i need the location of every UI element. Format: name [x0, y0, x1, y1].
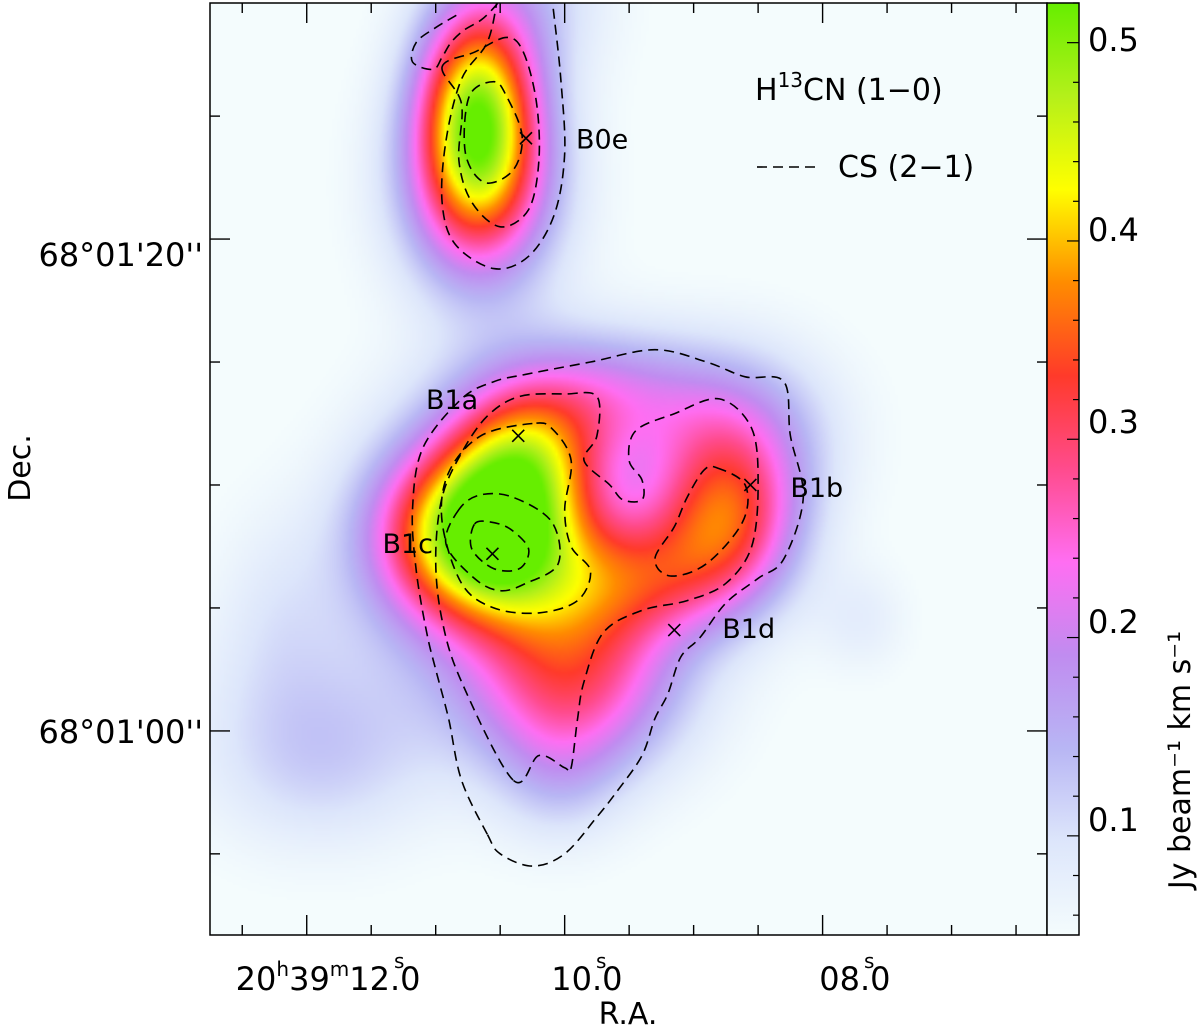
colorbar [1046, 2, 1080, 936]
cs-contour-level-3 [463, 80, 524, 184]
heatmap-image [210, 3, 1047, 935]
svg-text:.0: .0 [860, 960, 891, 998]
legend-heatmap-label: H13CN (1−0) [755, 68, 943, 108]
svg-text:.0: .0 [592, 960, 623, 998]
colorbar-tick-label: 0.4 [1088, 211, 1139, 249]
cs-contour-level-1 [411, 348, 805, 867]
y-axis-title: Dec. [3, 434, 38, 502]
svg-text:s: s [864, 949, 874, 973]
source-marker [743, 478, 757, 492]
source-marker [485, 547, 500, 561]
x-axis-title: R.A. [599, 997, 658, 1031]
legend-contour-label: CS (2−1) [838, 150, 974, 185]
source-label: B1a [426, 385, 478, 416]
svg-text:08: 08 [819, 960, 860, 998]
source-label: B1b [790, 473, 843, 504]
axis-ticks [210, 3, 1047, 935]
colorbar-tick-label: 0.2 [1088, 603, 1139, 641]
svg-text:s: s [596, 949, 606, 973]
legend: H13CN (1−0) CS (2−1) [755, 68, 974, 185]
y-tick-label: 68°01'00'' [38, 713, 203, 751]
x-tick-label: 10 .0 s [551, 949, 622, 998]
source-marker [519, 131, 533, 145]
cs-contour-level-1 [410, 3, 499, 71]
colorbar-title: Jy beam⁻¹ km s⁻¹ [1163, 631, 1198, 891]
source-markers: B0e B1a B1b B1c B1d [382, 124, 843, 645]
y-tick-label: 68°01'20'' [38, 236, 203, 274]
colorbar-tick-label: 0.3 [1088, 403, 1139, 441]
x-tick-label: 08 .0 s [819, 949, 890, 998]
source-marker [511, 429, 525, 443]
source-marker [667, 623, 681, 637]
source-b0e: B0e [519, 124, 628, 155]
x-tick-label: 20h39m12 .0 s [236, 949, 421, 998]
source-b1b: B1b [743, 473, 843, 504]
svg-text:.0: .0 [390, 960, 421, 998]
cs-contour-level-1 [440, 3, 566, 270]
svg-text:20h39m12: 20h39m12 [236, 957, 390, 998]
colorbar-ticks [1067, 2, 1079, 916]
source-label: B1d [722, 614, 775, 645]
source-label: B1c [382, 529, 433, 560]
source-b1a: B1a [426, 385, 525, 443]
cs-contour-level-3 [654, 465, 749, 577]
colorbar-tick-label: 0.1 [1088, 801, 1139, 839]
svg-text:s: s [394, 949, 404, 973]
cs-contour-level-3 [440, 422, 592, 615]
cs-contour-level-2 [434, 391, 759, 784]
svg-text:10: 10 [551, 960, 592, 998]
cs-contours [410, 3, 805, 867]
colorbar-tick-label: 0.5 [1088, 21, 1139, 59]
source-b1c: B1c [382, 529, 500, 561]
cs-contour-level-2 [441, 36, 541, 228]
source-label: B0e [576, 124, 628, 155]
cs-contour-level-5 [469, 520, 530, 572]
source-b1d: B1d [667, 614, 775, 645]
